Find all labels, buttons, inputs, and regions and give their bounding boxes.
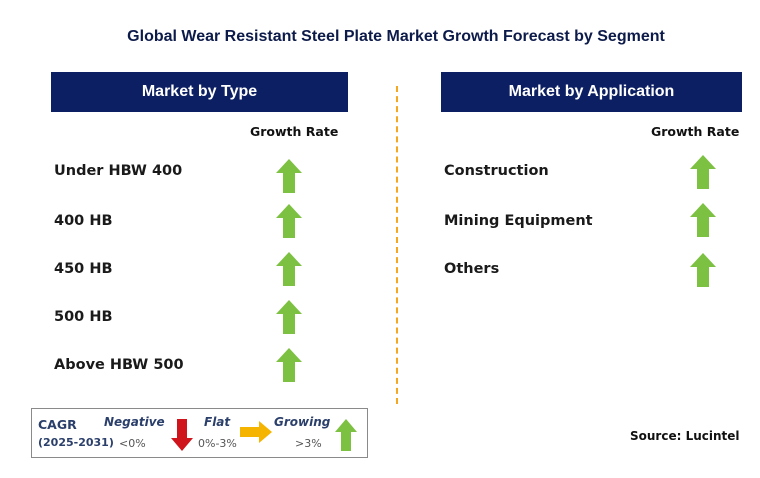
application-growth-rate-label: Growth Rate [651,124,740,139]
down-arrow-icon [171,419,193,451]
type-row-label: 500 HB [54,309,113,325]
up-arrow-icon [690,203,716,237]
legend-negative-label: Negative [104,415,165,429]
up-arrow-icon [335,419,357,451]
legend-flat-range: 0%-3% [198,437,237,450]
up-arrow-icon [276,204,302,238]
type-row-label: 400 HB [54,213,113,229]
legend-growing-range: >3% [295,437,322,450]
type-panel-header: Market by Type [51,72,348,112]
up-arrow-icon [276,159,302,193]
legend-growing-label: Growing [274,415,331,429]
legend-period-label: (2025-2031) [38,436,114,449]
up-arrow-icon [276,252,302,286]
application-row-label: Others [444,261,500,277]
panel-divider [396,86,398,404]
up-arrow-icon [276,348,302,382]
up-arrow-icon [690,155,716,189]
source-label: Source: Lucintel [630,429,740,443]
type-row-label: Above HBW 500 [54,357,184,373]
cagr-legend: CAGR (2025-2031) Negative <0% Flat 0%-3%… [31,408,368,458]
legend-flat-label: Flat [204,415,231,429]
chart-title: Global Wear Resistant Steel Plate Market… [127,28,665,45]
up-arrow-icon [276,300,302,334]
application-panel-header: Market by Application [441,72,742,112]
up-arrow-icon [690,253,716,287]
application-row-label: Construction [444,163,549,179]
right-arrow-icon [240,421,272,443]
legend-negative-range: <0% [119,437,146,450]
application-row-label: Mining Equipment [444,213,593,229]
type-row-label: 450 HB [54,261,113,277]
type-growth-rate-label: Growth Rate [250,124,339,139]
type-row-label: Under HBW 400 [54,163,183,179]
legend-cagr-label: CAGR [38,417,77,432]
